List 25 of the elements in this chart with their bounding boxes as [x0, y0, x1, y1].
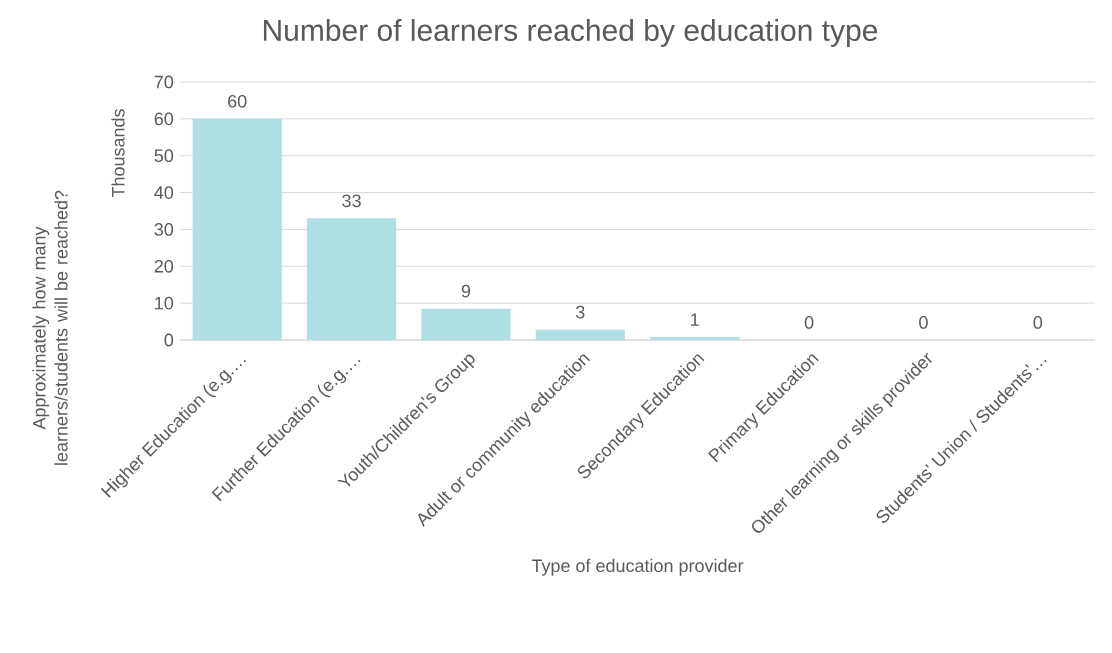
data-label: 9 — [461, 284, 471, 298]
text: Thousands — [111, 109, 125, 198]
bar — [192, 118, 282, 340]
data-label: 60 — [228, 94, 247, 108]
data-label: 0 — [1033, 316, 1043, 329]
y-tick-label: 10 — [155, 296, 174, 310]
y-tick-label: 40 — [154, 186, 174, 199]
data-label: 0 — [804, 316, 814, 329]
x-axis-title: Type of education provider — [531, 558, 744, 576]
data-label: 1 — [691, 313, 699, 326]
bar — [306, 218, 397, 340]
data-label: 3 — [576, 305, 585, 319]
bar — [421, 308, 511, 340]
y-tick-label: 50 — [154, 149, 174, 163]
y-tick-label: 30 — [154, 223, 174, 236]
y-tick-label: 0 — [164, 333, 174, 347]
y-tick-label: 20 — [154, 259, 174, 273]
y-tick-label: 70 — [154, 75, 174, 89]
data-label: 0 — [919, 316, 928, 329]
bar — [535, 329, 625, 340]
chart-title: Number of learners reached by education type — [263, 19, 878, 47]
data-label: 33 — [342, 194, 361, 208]
bar — [650, 337, 740, 340]
y-tick-label: 60 — [154, 112, 174, 126]
y-axis-title: Approximately how many learners/students will be reached? — [32, 190, 68, 465]
